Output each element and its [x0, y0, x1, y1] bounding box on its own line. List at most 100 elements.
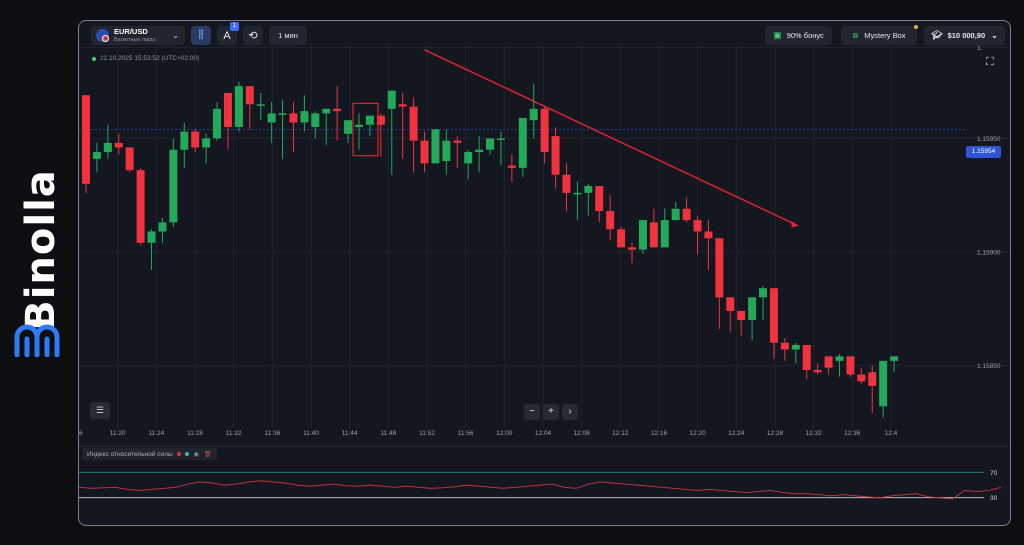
candle-body — [365, 115, 374, 125]
y-tick-label: 1.15950 — [977, 136, 1001, 143]
balance-selector[interactable]: 🎓︎ $10 000,90 ⌄ — [924, 26, 1005, 45]
candle-body — [638, 220, 647, 250]
candle-body — [518, 117, 527, 168]
candle-body — [289, 113, 298, 123]
candle-body — [682, 208, 691, 221]
gift-icon: ⧈ — [852, 30, 859, 40]
asset-selector[interactable]: EUR/USD Валютные пары ⌄ — [91, 26, 185, 45]
x-tick-label: 12:32 — [805, 430, 822, 437]
candle-body — [256, 104, 265, 106]
candle-body — [551, 136, 560, 175]
candle-body — [737, 310, 746, 321]
chart-settings-button[interactable]: ☰ — [90, 402, 110, 419]
candle-body — [442, 140, 451, 162]
zoom-out-button[interactable]: − — [524, 404, 540, 420]
candle-body — [606, 211, 615, 230]
candle-body — [726, 297, 735, 311]
eye-icon[interactable]: ◉ — [193, 451, 199, 458]
x-tick-label: 11:24 — [148, 430, 164, 437]
candle-body — [136, 170, 145, 243]
candle-body — [398, 104, 407, 107]
candle-body — [223, 92, 232, 128]
candle-body — [158, 222, 167, 232]
x-tick-label: 12:04 — [535, 430, 552, 437]
candle-body — [791, 344, 800, 350]
rsi-level-30-label: 30 — [990, 495, 998, 502]
candle-body — [529, 108, 538, 121]
candle-body — [169, 149, 178, 223]
y-tick-label: 1.15900 — [977, 249, 1001, 256]
candlestick-series — [82, 81, 899, 418]
x-tick-label: 12:24 — [728, 430, 745, 437]
asset-name: EUR/USD — [114, 26, 148, 36]
candle-body — [671, 208, 680, 221]
candle-body — [486, 138, 495, 150]
x-tick-label: 12:08 — [573, 430, 590, 437]
drawing-tools-icon: ⟲ — [248, 30, 258, 42]
candle-body — [191, 131, 200, 148]
candle-body — [278, 113, 287, 115]
drawings-button[interactable]: ⟲ — [243, 26, 263, 45]
candle-body — [540, 108, 549, 152]
graduation-cap-icon: 🎓︎ — [931, 30, 943, 40]
mystery-box-button[interactable]: ⧈ Mystery Box — [841, 26, 917, 45]
trend-line — [424, 49, 799, 228]
candle-body — [267, 113, 276, 123]
live-status-dot — [92, 56, 96, 61]
y-tick-label: 1. — [977, 45, 983, 52]
x-tick-label: 12:4 — [885, 430, 898, 437]
asset-category: Валютные пары — [114, 36, 156, 43]
x-tick-label: 11:44 — [342, 430, 358, 437]
candle-body — [114, 142, 123, 148]
trend-line-arrowhead — [790, 220, 799, 228]
candle-body — [868, 372, 877, 386]
trend-line-segment — [424, 49, 797, 226]
candle-body — [311, 113, 320, 128]
x-tick-label: 11:20 — [110, 430, 126, 437]
x-tick-label: 11:40 — [303, 430, 319, 437]
candle-body — [507, 165, 516, 168]
candle-body — [333, 108, 342, 112]
chevron-right-icon: › — [568, 406, 572, 417]
current-price-label: 1.15954 — [966, 146, 1001, 158]
x-tick-label: 12:28 — [767, 430, 784, 437]
scroll-right-button[interactable]: › — [562, 404, 578, 420]
candle-body — [147, 231, 156, 243]
candle-body — [213, 108, 222, 139]
x-tick-label: 6 — [79, 430, 83, 437]
price-chart[interactable]: 6 11:20 11:24 11:28 11:32 11:36 11:40 11:44 11:4… — [79, 21, 1010, 525]
x-tick-label: 11:52 — [419, 430, 435, 437]
candle-body — [649, 222, 658, 248]
sliders-icon: ☰ — [95, 405, 105, 415]
candle-body — [376, 115, 385, 125]
chevron-down-icon: ⌄ — [172, 31, 179, 40]
trash-icon[interactable]: 🗑︎ — [203, 451, 212, 458]
timeframe-selector[interactable]: 1 мин — [269, 26, 307, 45]
fullscreen-icon[interactable]: ⛶ — [986, 56, 994, 68]
candle-body — [584, 186, 593, 193]
eur-usd-flag-icon — [96, 29, 109, 42]
server-time-text: 22.10.2025 15:53:52 (UTC+02:00) — [100, 55, 200, 62]
candle-body — [824, 356, 833, 368]
candle-body — [562, 174, 571, 193]
candle-body — [802, 344, 811, 370]
x-tick-label: 11:36 — [264, 430, 280, 437]
candle-body — [693, 220, 702, 232]
candle-body — [245, 86, 254, 105]
level-color-dot — [184, 452, 189, 456]
x-tick-label: 11:28 — [187, 430, 203, 437]
candle-body — [704, 231, 713, 239]
chart-grid — [79, 43, 1010, 429]
zoom-in-button[interactable]: + — [543, 404, 559, 420]
bonus-button[interactable]: ▣ 90% бонус — [765, 26, 832, 45]
candle-body — [344, 120, 353, 134]
candle-body — [780, 342, 789, 350]
x-tick-label: 12:36 — [844, 430, 861, 437]
brand-name: Binolla — [18, 169, 64, 331]
chart-type-button[interactable]: ⫼ — [191, 26, 211, 45]
brand-sidebar: Binolla — [0, 0, 72, 545]
rsi-indicator-label[interactable]: Индекс относительной силы ◉ 🗑︎ — [82, 448, 217, 460]
candle-body — [769, 288, 778, 343]
candle-body — [879, 360, 888, 407]
candle-body — [813, 369, 822, 373]
